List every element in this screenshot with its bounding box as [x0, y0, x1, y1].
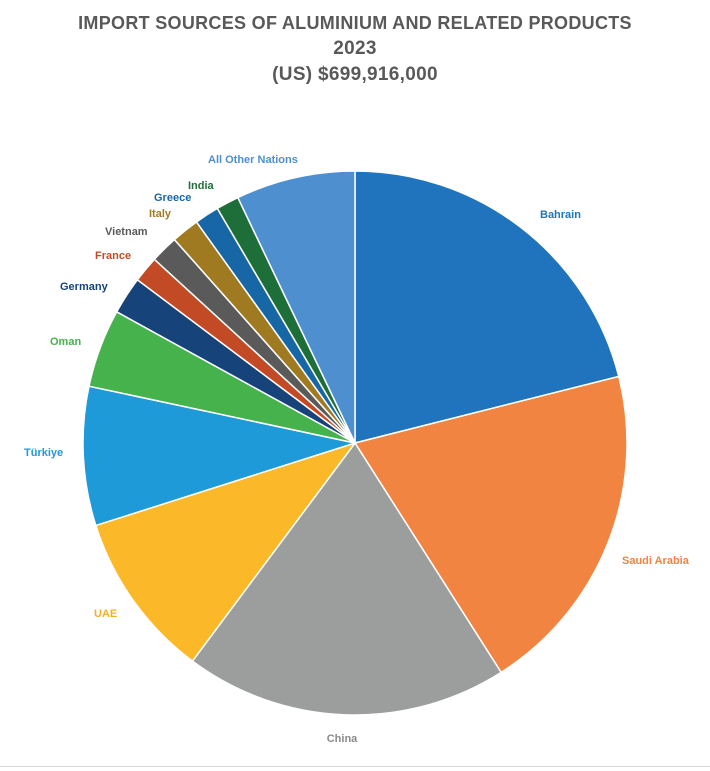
- slice-label-india: India: [188, 180, 215, 192]
- chart-title: IMPORT SOURCES OF ALUMINIUM AND RELATED …: [0, 10, 710, 88]
- slice-label-t-rkiye: Türkiye: [24, 447, 63, 459]
- pie-slice-all-other-nations: [236, 170, 356, 444]
- slice-label-oman: Oman: [50, 336, 81, 348]
- slice-label-italy: Italy: [149, 208, 172, 220]
- slice-label-all-other-nations: All Other Nations: [208, 154, 298, 166]
- slice-label-france: France: [95, 250, 131, 262]
- chart-title-line-1: IMPORT SOURCES OF ALUMINIUM AND RELATED …: [78, 13, 632, 33]
- pie-slice-saudi-arabia: [353, 375, 628, 674]
- pie-slice-uae: [94, 441, 357, 663]
- chart-title-line-2: 2023: [333, 38, 377, 59]
- slice-label-bahrain: Bahrain: [540, 209, 581, 221]
- slice-label-china: China: [327, 733, 358, 745]
- pie-slice-china: [191, 441, 503, 716]
- slice-label-vietnam: Vietnam: [105, 226, 148, 238]
- bottom-divider: [0, 766, 710, 767]
- slice-label-germany: Germany: [60, 281, 109, 293]
- slice-label-saudi-arabia: Saudi Arabia: [622, 555, 690, 567]
- pie-slice-bahrain: [354, 170, 620, 444]
- slice-label-uae: UAE: [94, 608, 117, 620]
- slice-label-greece: Greece: [154, 192, 191, 204]
- pie-slice-t-rkiye: [82, 385, 358, 527]
- chart-title-line-3: (US) $699,916,000: [272, 64, 438, 85]
